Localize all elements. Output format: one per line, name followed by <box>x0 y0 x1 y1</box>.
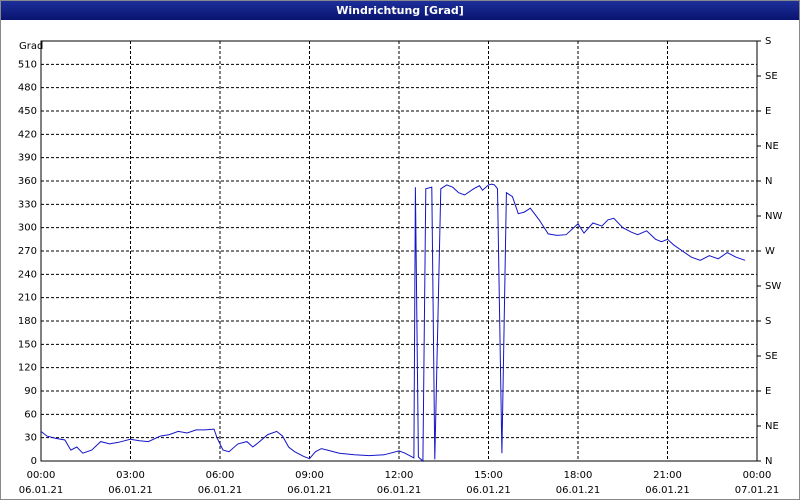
y2-tick-label: NE <box>765 421 779 432</box>
x-tick-date: 06.01.21 <box>287 485 332 496</box>
x-tick-label: 00:00 <box>27 470 56 481</box>
y-tick-label: 60 <box>24 409 37 420</box>
x-tick-label: 03:00 <box>116 470 145 481</box>
y-tick-label: 330 <box>18 199 37 210</box>
x-tick-date: 06.01.21 <box>377 485 422 496</box>
y2-tick-label: E <box>765 386 771 397</box>
y-tick-label: 180 <box>18 316 37 327</box>
y-tick-label: 150 <box>18 339 37 350</box>
y-tick-label: 480 <box>18 83 37 94</box>
x-tick-label: 18:00 <box>564 470 593 481</box>
y2-tick-label: S <box>765 36 771 47</box>
y-axis-label: Grad <box>19 41 43 52</box>
x-tick-date: 06.01.21 <box>198 485 243 496</box>
y2-tick-label: S <box>765 316 771 327</box>
y2-tick-label: SE <box>765 351 778 362</box>
y2-tick-label: SW <box>765 281 781 292</box>
y2-tick-label: W <box>765 246 775 257</box>
y-tick-label: 390 <box>18 153 37 164</box>
x-tick-label: 09:00 <box>295 470 324 481</box>
x-tick-date: 06.01.21 <box>556 485 601 496</box>
y2-tick-label: NE <box>765 141 779 152</box>
plot-frame <box>40 40 758 462</box>
y-tick-label: 450 <box>18 106 37 117</box>
x-tick-label: 12:00 <box>385 470 414 481</box>
y-tick-label: 210 <box>18 293 37 304</box>
x-tick-date: 06.01.21 <box>645 485 690 496</box>
x-tick-label: 00:00 <box>743 470 772 481</box>
y-tick-label: 300 <box>18 223 37 234</box>
y2-tick-label: NW <box>765 211 782 222</box>
y-tick-label: 0 <box>31 456 37 467</box>
title-bar: Windrichtung [Grad] <box>1 1 799 20</box>
x-tick-label: 15:00 <box>474 470 503 481</box>
y-tick-label: 90 <box>24 386 37 397</box>
y-tick-label: 30 <box>24 433 37 444</box>
x-tick-date: 06.01.21 <box>466 485 511 496</box>
x-tick-date: 07.01.21 <box>735 485 780 496</box>
y2-tick-label: SE <box>765 71 778 82</box>
y-tick-label: 420 <box>18 129 37 140</box>
y-tick-label: 270 <box>18 246 37 257</box>
data-line <box>40 183 746 463</box>
y-tick-label: 510 <box>18 59 37 70</box>
y-tick-label: 360 <box>18 176 37 187</box>
x-tick-label: 06:00 <box>206 470 235 481</box>
y2-tick-label: E <box>765 106 771 117</box>
y-tick-label: 120 <box>18 363 37 374</box>
x-tick-date: 06.01.21 <box>19 485 64 496</box>
x-tick-label: 21:00 <box>653 470 682 481</box>
y-tick-label: 240 <box>18 269 37 280</box>
x-tick-date: 06.01.21 <box>108 485 153 496</box>
y2-tick-label: N <box>765 456 772 467</box>
y2-tick-label: N <box>765 176 772 187</box>
